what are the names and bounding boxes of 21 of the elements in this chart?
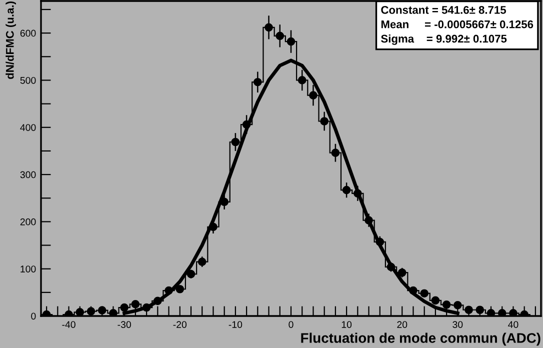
y-tick-label: 300 bbox=[20, 171, 36, 178]
x-tick-label: -30 bbox=[118, 321, 131, 328]
y-tick-label: 600 bbox=[20, 30, 36, 37]
x-tick-label: 40 bbox=[508, 321, 518, 328]
annotation: Sigma = 9.992± 0.1075 bbox=[381, 34, 507, 45]
y-tick-label: 400 bbox=[20, 124, 36, 131]
x-tick-label: 30 bbox=[452, 321, 463, 328]
x-tick-label: 20 bbox=[397, 321, 408, 328]
x-tick-label: 0 bbox=[288, 321, 294, 328]
x-axis-title: Fluctuation de mode commun (ADC) bbox=[301, 332, 540, 346]
x-tick-label: 10 bbox=[342, 321, 352, 328]
annotation: Constant = 541.6± 8.715 bbox=[381, 6, 506, 14]
x-tick-label: -40 bbox=[62, 321, 76, 328]
y-tick-label: 500 bbox=[20, 76, 36, 84]
y-tick-label: 0 bbox=[31, 312, 36, 320]
y-axis-title: dN/dFMC (u.a.) bbox=[6, 2, 16, 79]
y-tick-label: 100 bbox=[20, 266, 36, 272]
x-tick-label: -10 bbox=[228, 321, 242, 328]
x-tick-label: -20 bbox=[173, 321, 187, 328]
y-tick-label: 200 bbox=[20, 218, 36, 226]
annotation: Mean = -0.0005667± 0.1256 bbox=[381, 20, 534, 28]
